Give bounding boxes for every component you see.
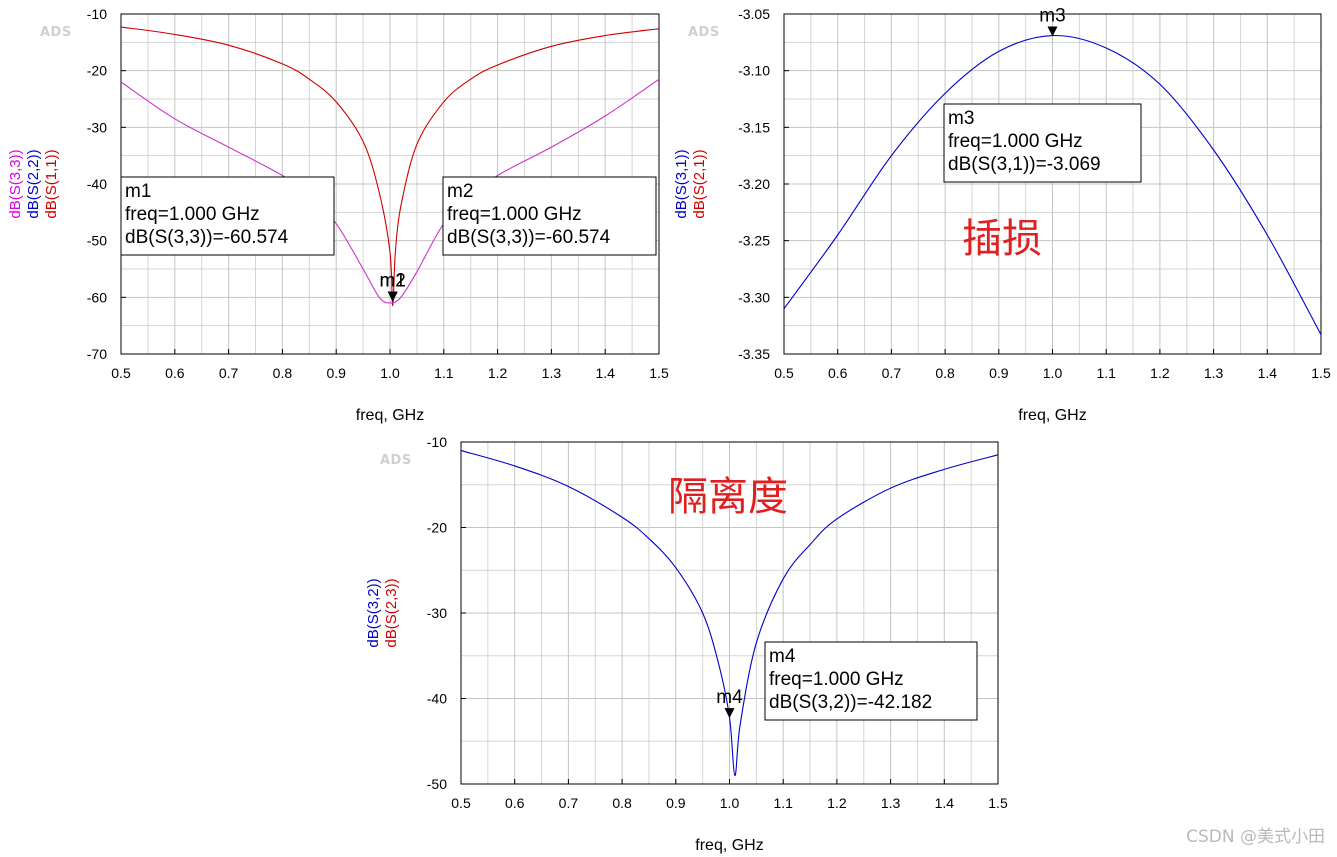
annotation-note: 隔离度 [668,474,788,520]
marker-name-label: m4 [716,687,743,708]
marker-readout-line: dB(S(3,3))=-60.574 [447,227,611,248]
x-tick-label: 1.5 [1311,365,1331,381]
marker-triangle [724,708,735,719]
x-tick-label: 0.9 [326,365,346,381]
y-tick-label: -50 [427,776,447,792]
y-tick-label: -3.15 [738,119,770,135]
marker-readout-line: freq=1.000 GHz [948,131,1083,152]
x-tick-label: 1.0 [720,795,740,811]
ads-logo: ADS [688,25,720,40]
marker-readout-box [764,641,978,721]
marker-readout-line: freq=1.000 GHz [447,204,582,225]
y-tick-label: -3.05 [738,6,770,22]
x-tick-label: 0.7 [882,365,902,381]
x-tick-label: 1.2 [488,365,508,381]
x-tick-label: 0.5 [111,365,131,381]
annotation-note: 插损 [962,216,1042,262]
ads-logo: ADS [40,25,72,40]
x-tick-label: 1.1 [434,365,454,381]
series-line-1 [120,26,660,307]
x-tick-label: 0.8 [612,795,632,811]
marker-readout-line: dB(S(3,2))=-42.182 [769,692,932,713]
marker-name-label: m3 [1039,6,1065,27]
x-tick-label: 1.1 [773,795,793,811]
plot-1: 0.5 0.6 0.7 0.8 0.9 1.0 1.1 1.2 1.3 1.4 1.5 -70 -60 -… [7,6,669,424]
x-tick-label: 1.4 [595,365,615,381]
marker-readout-line: freq=1.000 GHz [125,204,260,225]
y-tick-label: -50 [87,233,107,249]
csdn-watermark: CSDN @美式小田 [1186,827,1325,847]
x-tick-label: 0.6 [505,795,525,811]
y-axis-label: dB(S(2,2)) [25,149,42,218]
marker-triangle [387,291,398,302]
y-tick-label: -40 [427,691,447,707]
x-tick-label: 1.5 [649,365,669,381]
x-tick-label: 0.8 [273,365,293,381]
x-tick-label: 0.5 [451,795,471,811]
y-tick-label: -30 [427,605,447,621]
marker-readout-line: m3 [948,108,974,129]
y-tick-label: -3.25 [738,233,770,249]
y-tick-label: -70 [87,346,107,362]
plot-3: 0.5 0.6 0.7 0.8 0.9 1.0 1.1 1.2 1.3 1.4 1.5 -50 -40 -… [365,434,1008,854]
y-tick-label: -3.10 [738,63,770,79]
y-axis-label: dB(S(1,1)) [43,149,60,218]
marker-readout-line: m2 [447,181,473,202]
y-tick-label: -3.35 [738,346,770,362]
x-tick-label: 0.9 [666,795,686,811]
x-axis-label: freq, GHz [695,837,763,854]
x-tick-label: 0.6 [828,365,848,381]
marker-readout-line: dB(S(3,1))=-3.069 [948,154,1101,175]
y-tick-label: -10 [427,434,447,450]
x-tick-label: 1.4 [1258,365,1278,381]
marker-name-label: m1 [379,271,405,292]
y-axis-label: dB(S(3,2)) [365,578,382,647]
x-tick-label: 1.5 [988,795,1008,811]
x-tick-label: 0.7 [559,795,579,811]
y-tick-label: -30 [87,119,107,135]
y-tick-label: -20 [427,520,447,536]
y-tick-label: -10 [87,6,107,22]
x-tick-label: 1.2 [827,795,847,811]
plot-2: 0.5 0.6 0.7 0.8 0.9 1.0 1.1 1.2 1.3 1.4 1.5 -3.35 -3… [673,6,1331,424]
x-tick-label: 0.8 [935,365,955,381]
y-axis-label: dB(S(3,3)) [7,149,24,218]
marker-readout-box [943,103,1142,183]
x-tick-label: 0.7 [219,365,239,381]
marker-readout-box [442,176,657,256]
series-line-2 [120,78,660,304]
x-tick-label: 1.3 [881,795,901,811]
x-tick-label: 1.3 [1204,365,1224,381]
x-tick-label: 1.3 [542,365,562,381]
marker-triangle [1047,26,1058,37]
y-tick-label: -3.20 [738,176,770,192]
y-tick-label: -20 [87,63,107,79]
y-axis-label: dB(S(3,1)) [673,149,690,218]
y-tick-label: -60 [87,289,107,305]
y-axis-label: dB(S(2,3)) [383,578,400,647]
marker-readout-line: dB(S(3,3))=-60.574 [125,227,289,248]
x-tick-label: 1.0 [1043,365,1063,381]
marker-readout-line: m4 [769,646,796,667]
x-tick-label: 0.6 [165,365,185,381]
marker-readout-line: m1 [125,181,151,202]
marker-name-label: m2 [379,271,405,292]
x-tick-label: 1.0 [380,365,400,381]
x-tick-label: 1.1 [1096,365,1116,381]
series-line-1 [460,450,999,777]
x-tick-label: 1.2 [1150,365,1170,381]
y-tick-label: -40 [87,176,107,192]
marker-readout-box [120,176,335,256]
x-axis-label: freq, GHz [356,407,424,424]
x-axis-label: freq, GHz [1018,407,1086,424]
x-tick-label: 0.9 [989,365,1009,381]
y-tick-label: -3.30 [738,289,770,305]
marker-readout-line: freq=1.000 GHz [769,669,904,690]
y-axis-label: dB(S(2,1)) [691,149,708,218]
x-tick-label: 0.5 [774,365,794,381]
ads-logo: ADS [380,453,412,468]
x-tick-label: 1.4 [935,795,955,811]
